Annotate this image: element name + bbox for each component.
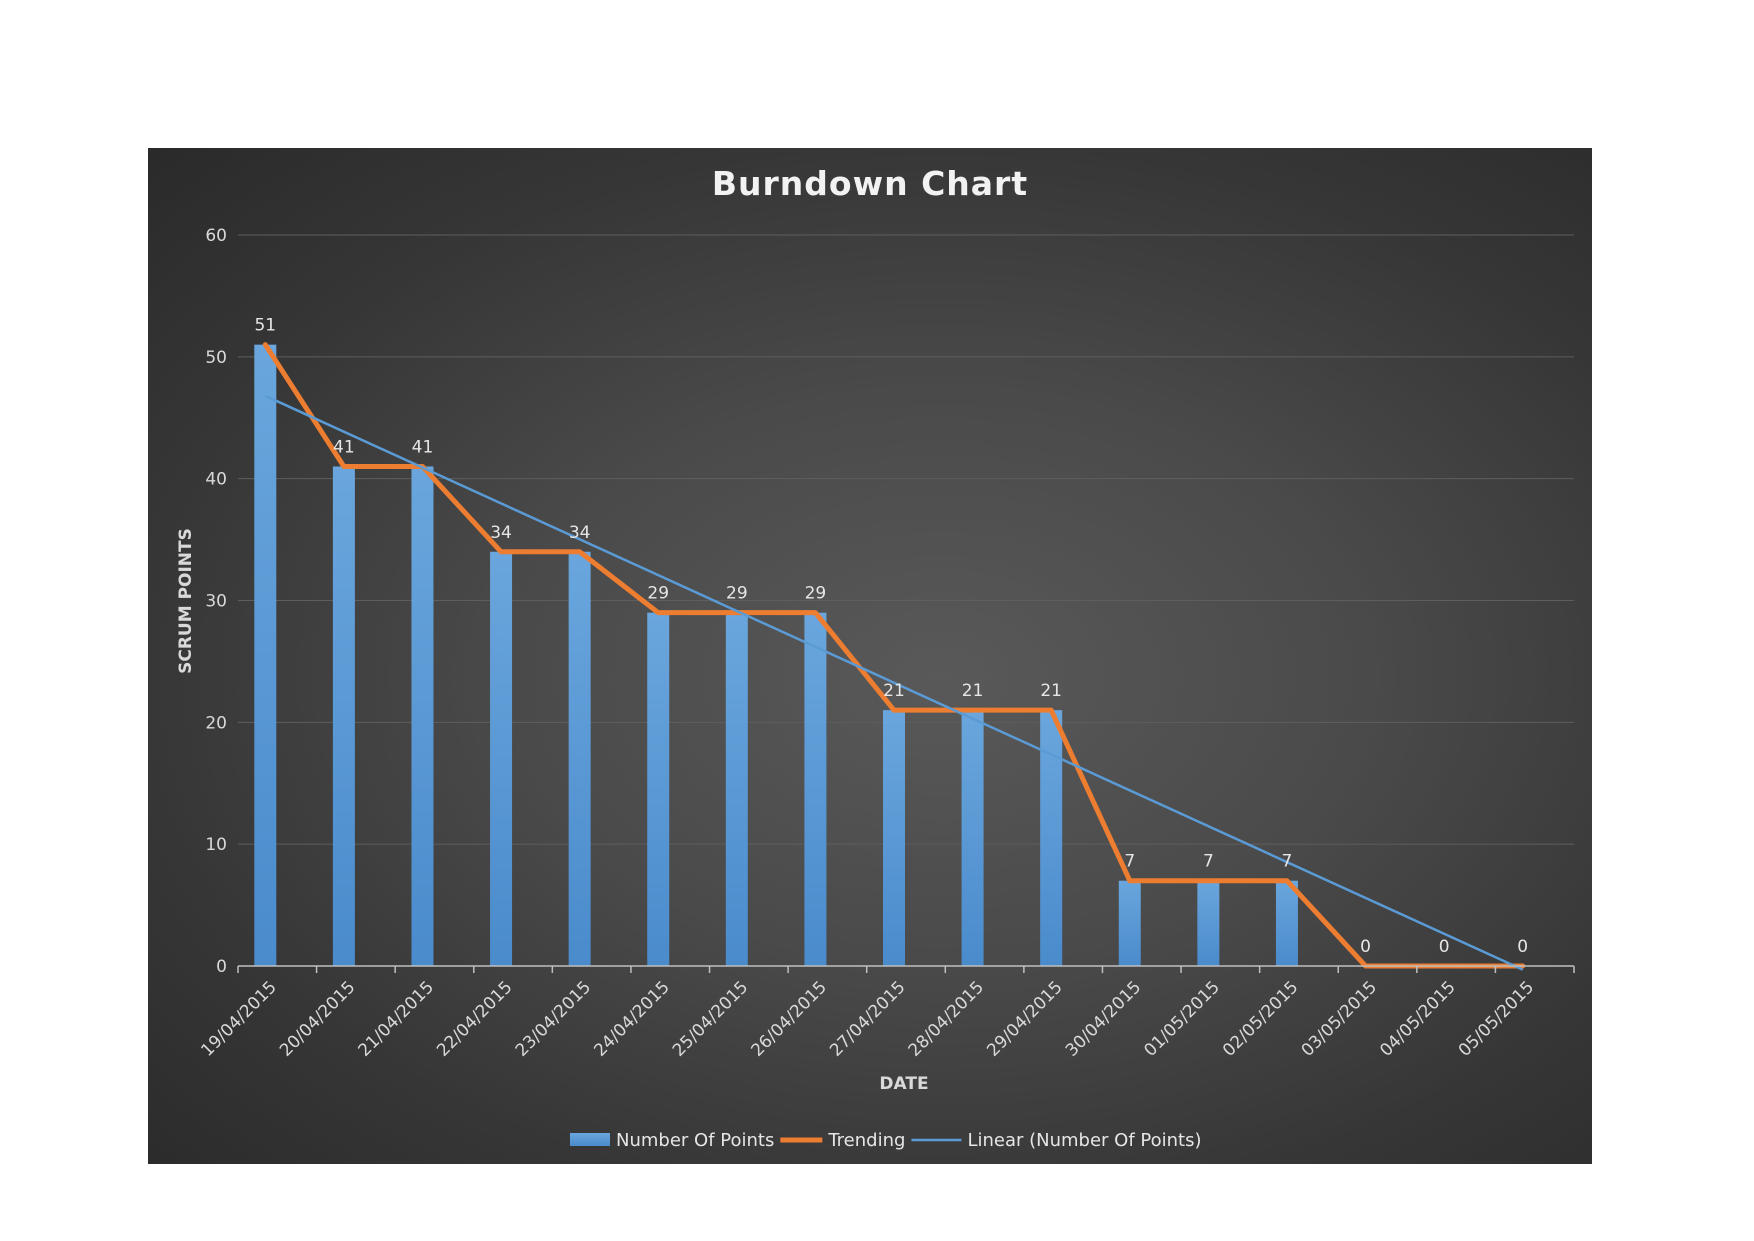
data-label: 7 bbox=[1124, 852, 1135, 872]
data-label: 0 bbox=[1439, 937, 1450, 957]
data-labels: 51 41 41 34 34 29 29 29 21 21 21 7 7 7 0 0 0 bbox=[254, 316, 1528, 957]
bar bbox=[1197, 880, 1220, 966]
x-tick-label: 24/04/2015 bbox=[590, 977, 673, 1060]
chart-panel bbox=[148, 148, 1592, 1164]
y-axis-title: SCRUM POINTS bbox=[176, 528, 196, 674]
trending-line bbox=[262, 342, 1526, 969]
data-label: 21 bbox=[883, 681, 905, 701]
data-label: 29 bbox=[805, 584, 827, 604]
legend-label: Linear (Number Of Points) bbox=[967, 1130, 1201, 1151]
x-tick-label: 28/04/2015 bbox=[905, 977, 988, 1060]
x-tick-label: 03/05/2015 bbox=[1298, 977, 1381, 1060]
y-tick-label: 30 bbox=[205, 592, 227, 612]
x-tick-label: 02/05/2015 bbox=[1219, 977, 1302, 1060]
x-tick-label: 04/05/2015 bbox=[1376, 977, 1459, 1060]
bar bbox=[961, 710, 984, 966]
data-label: 0 bbox=[1517, 937, 1528, 957]
data-label: 7 bbox=[1203, 852, 1214, 872]
data-label: 29 bbox=[647, 584, 669, 604]
data-label: 41 bbox=[333, 437, 355, 457]
y-tick-label: 20 bbox=[205, 713, 227, 733]
data-label: 29 bbox=[726, 584, 748, 604]
y-tick-label: 0 bbox=[216, 957, 227, 977]
x-tick-label: 05/05/2015 bbox=[1455, 977, 1538, 1060]
x-tick-label: 29/04/2015 bbox=[983, 977, 1066, 1060]
bar bbox=[411, 466, 434, 966]
y-tick-label: 60 bbox=[205, 226, 227, 246]
gridlines bbox=[238, 234, 1574, 845]
bar bbox=[254, 344, 277, 966]
legend-label: Number Of Points bbox=[616, 1130, 774, 1151]
data-label: 21 bbox=[1040, 681, 1062, 701]
bar bbox=[883, 710, 905, 966]
bar bbox=[1275, 880, 1298, 966]
x-axis: 19/04/201520/04/201521/04/201522/04/2015… bbox=[197, 965, 1575, 1061]
bar bbox=[568, 551, 591, 966]
x-tick-label: 21/04/2015 bbox=[355, 977, 438, 1060]
x-tick-label: 23/04/2015 bbox=[512, 977, 595, 1060]
bar bbox=[1040, 710, 1063, 966]
x-tick-label: 22/04/2015 bbox=[433, 977, 516, 1060]
data-label: 41 bbox=[412, 437, 434, 457]
legend-label: Trending bbox=[827, 1130, 905, 1151]
bar bbox=[725, 612, 748, 966]
x-tick-label: 30/04/2015 bbox=[1062, 977, 1145, 1060]
chart-title: Burndown Chart bbox=[712, 164, 1028, 203]
y-tick-label: 50 bbox=[205, 348, 227, 368]
legend: Number Of Points Trending Linear (Number O… bbox=[570, 1130, 1201, 1151]
y-tick-label: 10 bbox=[205, 835, 227, 855]
x-tick-label: 27/04/2015 bbox=[826, 977, 909, 1060]
x-tick-label: 25/04/2015 bbox=[669, 977, 752, 1060]
x-tick-label: 20/04/2015 bbox=[276, 977, 359, 1060]
bars bbox=[254, 344, 1298, 966]
data-label: 34 bbox=[490, 523, 512, 543]
legend-swatch-bars bbox=[570, 1133, 610, 1146]
bar bbox=[647, 612, 670, 966]
bar bbox=[804, 612, 827, 966]
linear-trendline bbox=[264, 394, 1524, 971]
data-label: 21 bbox=[962, 681, 984, 701]
x-tick-label: 01/05/2015 bbox=[1140, 977, 1223, 1060]
bar bbox=[490, 551, 513, 966]
bar bbox=[1118, 880, 1141, 966]
y-axis-ticks: 0 10 20 30 40 50 60 bbox=[205, 226, 227, 977]
data-label: 51 bbox=[254, 316, 276, 336]
x-tick-label: 19/04/2015 bbox=[197, 977, 280, 1060]
trend-lines bbox=[262, 342, 1526, 971]
y-tick-label: 40 bbox=[205, 470, 227, 490]
data-label: 0 bbox=[1360, 937, 1371, 957]
x-tick-label: 26/04/2015 bbox=[748, 977, 831, 1060]
bar bbox=[332, 466, 355, 966]
data-label: 34 bbox=[569, 523, 591, 543]
data-label: 7 bbox=[1282, 852, 1293, 872]
x-axis-title: DATE bbox=[879, 1074, 928, 1094]
